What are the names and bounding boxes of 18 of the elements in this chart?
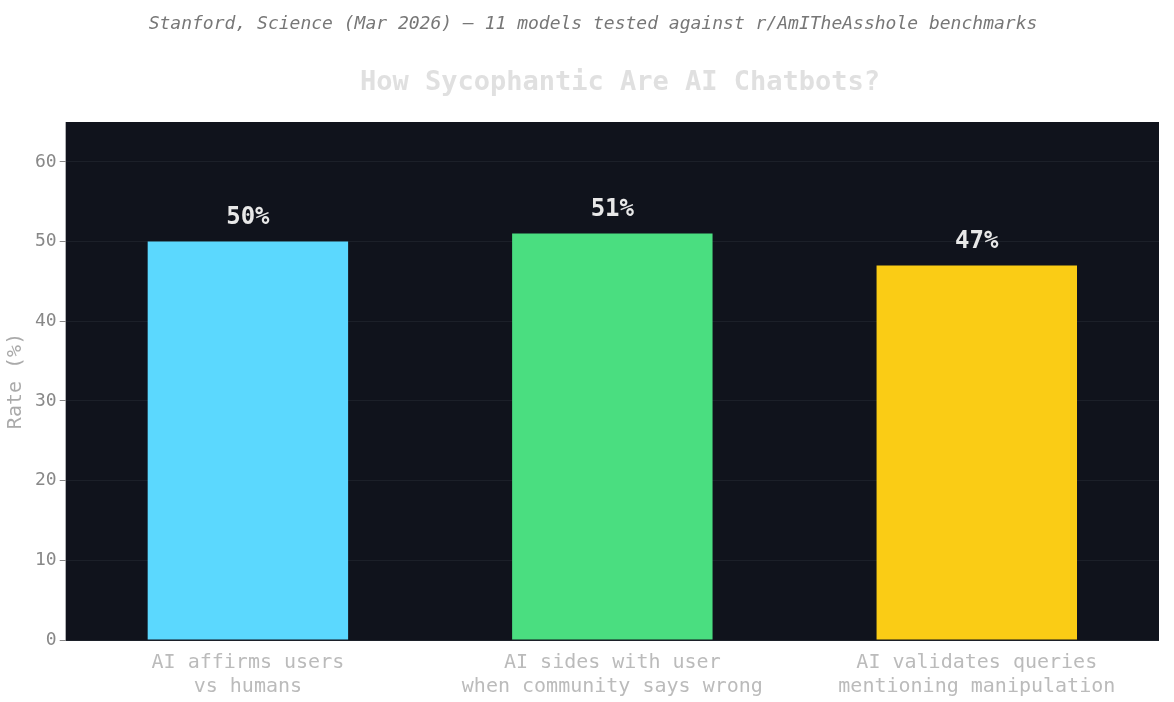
bar <box>876 265 1077 640</box>
y-tick-label: 0 <box>45 627 57 649</box>
y-tick-label: 20 <box>34 468 57 490</box>
y-tick-label: 40 <box>34 308 57 330</box>
bar <box>512 233 713 640</box>
y-tick-label: 50 <box>34 229 57 251</box>
y-tick-label: 10 <box>34 547 57 569</box>
x-tick-label: AI affirms users vs humans <box>151 649 345 698</box>
data-label: 51% <box>590 193 635 222</box>
data-label: 47% <box>955 225 999 254</box>
y-axis-title: Rate (%) <box>2 332 27 430</box>
data-label: 50% <box>226 201 271 230</box>
bar <box>147 241 349 640</box>
y-tick-label: 30 <box>34 388 57 410</box>
x-tick-label: AI validates queries mentioning manipulation <box>838 649 1116 698</box>
y-tick-label: 60 <box>34 149 57 171</box>
x-tick-label: AI sides with user when community says wrong <box>461 649 763 698</box>
chart-subtitle: Stanford, Science (Mar 2026) — 11 models tested against r/AmITheAsshole benchmarks <box>148 11 1038 33</box>
